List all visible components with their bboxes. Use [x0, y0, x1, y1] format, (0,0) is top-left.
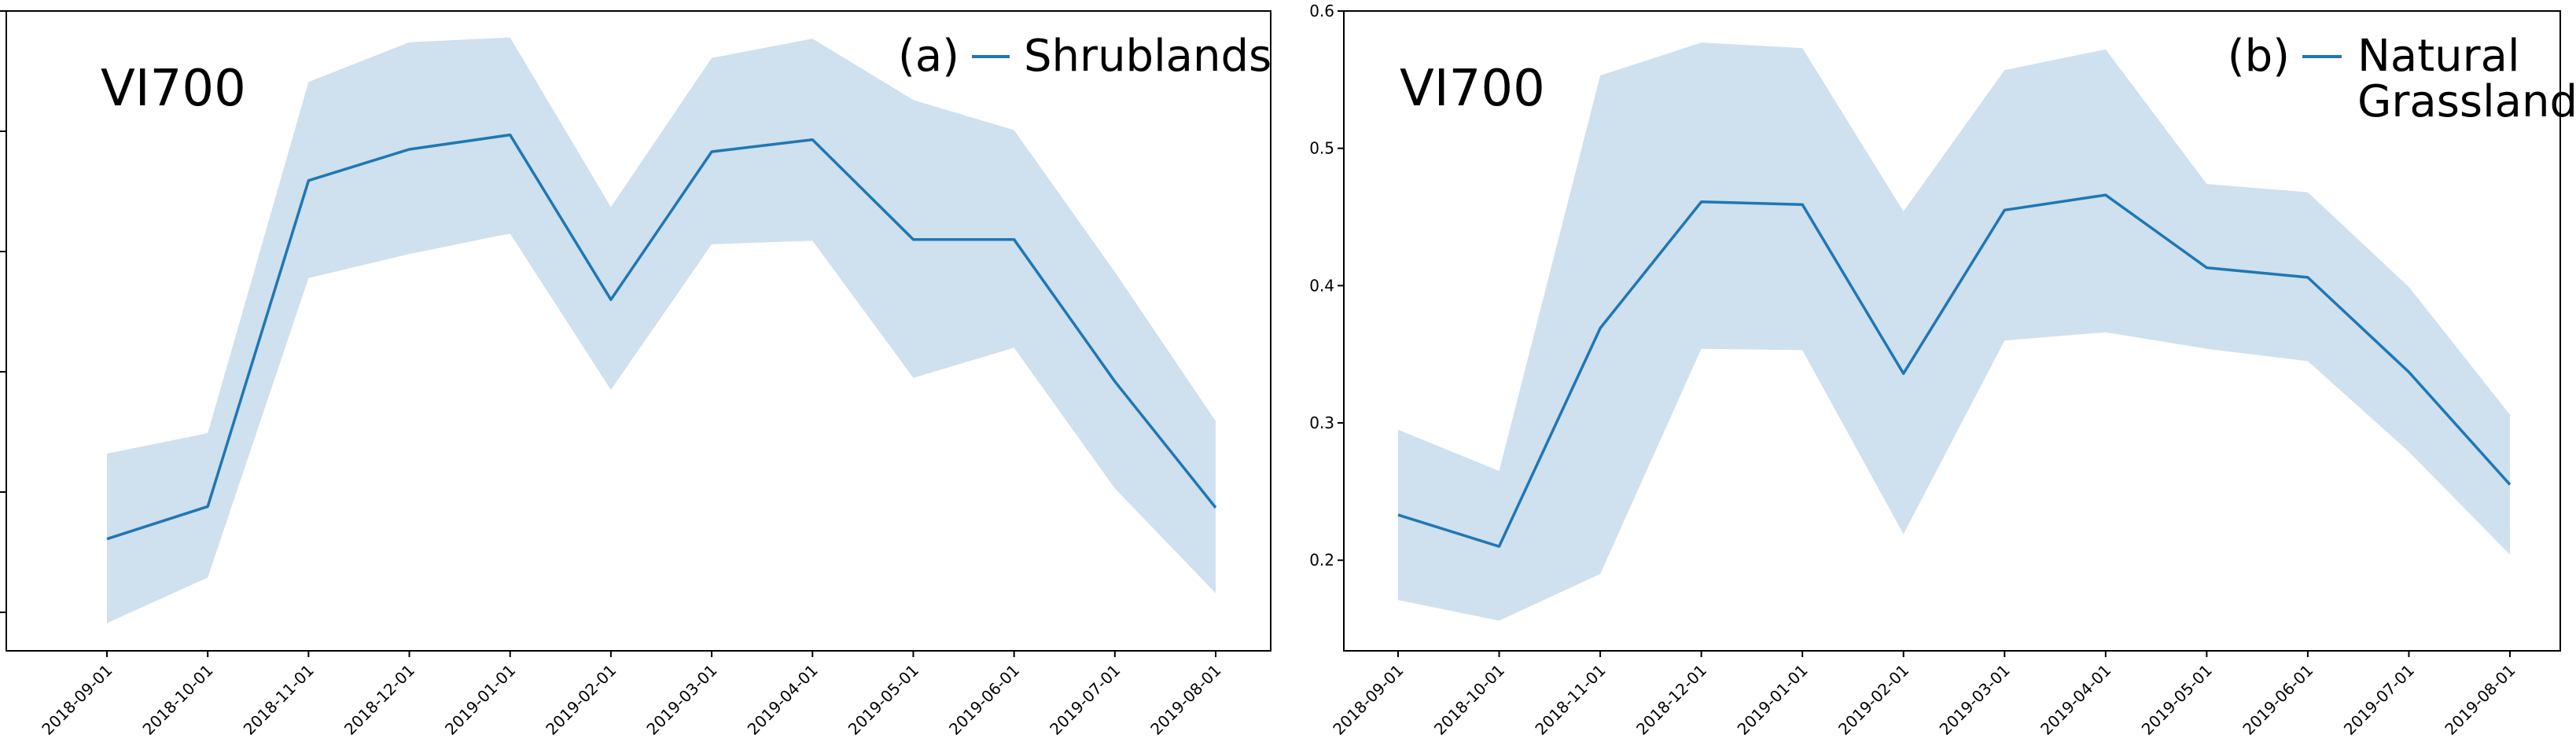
x-tick-label: 2019-02-01 [542, 661, 620, 739]
x-tick-label: 2019-01-01 [441, 661, 519, 739]
panel-a: 0.10.20.30.40.50.62018-09-012018-10-0120… [0, 10, 1271, 739]
x-tick-label: 2019-03-01 [642, 661, 720, 739]
x-tick-label: 2019-05-01 [845, 661, 922, 739]
x-tick-label: 2018-10-01 [1430, 661, 1508, 739]
y-tick-label: 0.5 [1309, 139, 1334, 158]
panel-letter: (a) [898, 31, 959, 82]
x-tick-label: 2018-09-01 [1329, 661, 1407, 739]
panel-letter: (b) [2228, 31, 2290, 82]
x-tick-label: 2018-12-01 [1632, 661, 1710, 739]
axes-frame [1343, 10, 2561, 652]
y-tick-label: 0.4 [1309, 276, 1334, 295]
axes-frame [6, 10, 1271, 652]
x-tick-label: 2018-09-01 [38, 661, 116, 739]
x-tick-label: 2019-06-01 [2239, 661, 2317, 739]
x-tick-label: 2019-08-01 [1146, 661, 1224, 739]
y-tick-label: 0.2 [1309, 551, 1334, 570]
x-tick-label: 2019-06-01 [945, 661, 1023, 739]
x-tick-label: 2018-12-01 [340, 661, 418, 739]
y-tick-label: 0.3 [1309, 413, 1334, 432]
x-tick-label: 2018-10-01 [139, 661, 217, 739]
x-tick-label: 2019-04-01 [744, 661, 822, 739]
x-tick-label: 2019-07-01 [2340, 661, 2418, 739]
x-tick-label: 2019-04-01 [2037, 661, 2114, 739]
x-tick-label: 2018-11-01 [240, 661, 318, 739]
series-line [1397, 193, 2512, 548]
index-label: VI700 [1400, 60, 1545, 118]
series-line [106, 133, 1217, 541]
y-tick-label: 0.6 [1309, 2, 1334, 20]
panel-b: 0.2 0.3 0.4 0.5 0.6 2018-09-01 2018-10-01 2018-… [1309, 2, 2576, 739]
x-tick-label: 2019-01-01 [1734, 661, 1812, 739]
confidence-band [107, 37, 1216, 623]
x-tick-label: 2019-03-01 [1936, 661, 2014, 739]
x-tick-label: 2019-05-01 [2138, 661, 2216, 739]
legend-label: Grasslands [2357, 76, 2576, 127]
x-tick-label: 2019-02-01 [1834, 661, 1912, 739]
confidence-band [1398, 42, 2510, 621]
legend-label: Shrublands [1024, 31, 1271, 82]
x-tick-label: 2018-11-01 [1531, 661, 1609, 739]
x-tick-label: 2019-07-01 [1046, 661, 1124, 739]
legend-label: Natural [2357, 31, 2520, 82]
x-tick-label: 2019-08-01 [2441, 661, 2519, 739]
index-label: VI700 [101, 60, 246, 118]
